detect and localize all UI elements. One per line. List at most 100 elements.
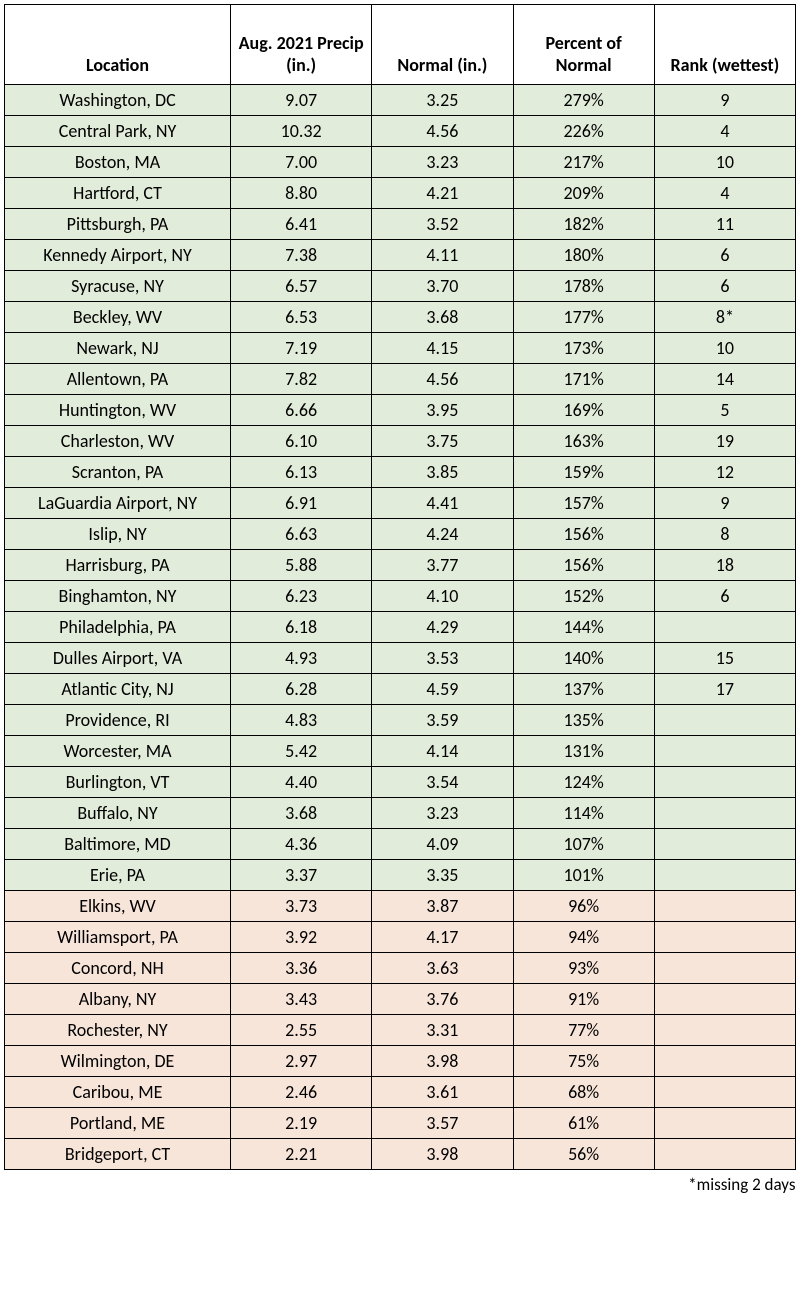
- cell-normal: 3.25: [372, 85, 513, 116]
- table-row: Providence, RI4.833.59135%: [5, 705, 796, 736]
- cell-normal: 4.09: [372, 829, 513, 860]
- table-row: Allentown, PA7.824.56171%14: [5, 364, 796, 395]
- table-row: Dulles Airport, VA4.933.53140%15: [5, 643, 796, 674]
- cell-pct: 135%: [513, 705, 654, 736]
- cell-rank: 19: [654, 426, 795, 457]
- cell-pct: 75%: [513, 1046, 654, 1077]
- cell-rank: [654, 767, 795, 798]
- cell-rank: [654, 705, 795, 736]
- cell-precip: 2.19: [231, 1108, 372, 1139]
- cell-location: Worcester, MA: [5, 736, 231, 767]
- cell-rank: [654, 1077, 795, 1108]
- table-row: Erie, PA3.373.35101%: [5, 860, 796, 891]
- cell-rank: [654, 984, 795, 1015]
- table-row: Bridgeport, CT2.213.9856%: [5, 1139, 796, 1170]
- table-row: Scranton, PA6.133.85159%12: [5, 457, 796, 488]
- cell-rank: [654, 612, 795, 643]
- cell-normal: 3.68: [372, 302, 513, 333]
- col-header-1: Aug. 2021 Precip (in.): [231, 5, 372, 85]
- cell-rank: [654, 860, 795, 891]
- cell-normal: 4.56: [372, 364, 513, 395]
- cell-precip: 6.53: [231, 302, 372, 333]
- cell-pct: 157%: [513, 488, 654, 519]
- cell-normal: 4.17: [372, 922, 513, 953]
- cell-rank: 6: [654, 240, 795, 271]
- cell-pct: 171%: [513, 364, 654, 395]
- cell-normal: 3.75: [372, 426, 513, 457]
- cell-rank: 12: [654, 457, 795, 488]
- cell-location: Atlantic City, NJ: [5, 674, 231, 705]
- cell-rank: [654, 891, 795, 922]
- table-row: Huntington, WV6.663.95169%5: [5, 395, 796, 426]
- cell-normal: 4.11: [372, 240, 513, 271]
- cell-normal: 3.23: [372, 147, 513, 178]
- cell-precip: 2.21: [231, 1139, 372, 1170]
- cell-location: Harrisburg, PA: [5, 550, 231, 581]
- footnote-empty: [372, 1170, 513, 1200]
- cell-pct: 93%: [513, 953, 654, 984]
- cell-normal: 4.59: [372, 674, 513, 705]
- cell-normal: 3.63: [372, 953, 513, 984]
- cell-pct: 77%: [513, 1015, 654, 1046]
- cell-location: Allentown, PA: [5, 364, 231, 395]
- cell-pct: 131%: [513, 736, 654, 767]
- cell-precip: 3.43: [231, 984, 372, 1015]
- cell-normal: 3.53: [372, 643, 513, 674]
- cell-rank: [654, 736, 795, 767]
- cell-normal: 3.23: [372, 798, 513, 829]
- cell-rank: [654, 1139, 795, 1170]
- cell-location: Wilmington, DE: [5, 1046, 231, 1077]
- cell-rank: 8: [654, 519, 795, 550]
- cell-rank: 10: [654, 147, 795, 178]
- footnote-empty: [513, 1170, 654, 1200]
- cell-normal: 3.52: [372, 209, 513, 240]
- cell-precip: 3.68: [231, 798, 372, 829]
- cell-precip: 4.36: [231, 829, 372, 860]
- cell-pct: 140%: [513, 643, 654, 674]
- cell-normal: 3.70: [372, 271, 513, 302]
- cell-pct: 68%: [513, 1077, 654, 1108]
- table-row: Atlantic City, NJ6.284.59137%17: [5, 674, 796, 705]
- cell-precip: 6.10: [231, 426, 372, 457]
- cell-location: Beckley, WV: [5, 302, 231, 333]
- cell-pct: 163%: [513, 426, 654, 457]
- table-row: Hartford, CT8.804.21209%4: [5, 178, 796, 209]
- cell-rank: [654, 1108, 795, 1139]
- footnote-empty: [5, 1170, 231, 1200]
- cell-rank: 6: [654, 581, 795, 612]
- cell-precip: 2.97: [231, 1046, 372, 1077]
- cell-normal: 4.24: [372, 519, 513, 550]
- cell-pct: 226%: [513, 116, 654, 147]
- cell-location: Scranton, PA: [5, 457, 231, 488]
- cell-precip: 8.80: [231, 178, 372, 209]
- cell-pct: 209%: [513, 178, 654, 209]
- cell-rank: [654, 1046, 795, 1077]
- cell-location: Erie, PA: [5, 860, 231, 891]
- header-row: LocationAug. 2021 Precip (in.)Normal (in…: [5, 5, 796, 85]
- cell-rank: [654, 922, 795, 953]
- cell-precip: 10.32: [231, 116, 372, 147]
- cell-normal: 3.87: [372, 891, 513, 922]
- table-row: Washington, DC9.073.25279%9: [5, 85, 796, 116]
- cell-normal: 4.21: [372, 178, 513, 209]
- cell-rank: 15: [654, 643, 795, 674]
- cell-normal: 3.95: [372, 395, 513, 426]
- cell-precip: 3.73: [231, 891, 372, 922]
- table-row: LaGuardia Airport, NY6.914.41157%9: [5, 488, 796, 519]
- cell-precip: 7.19: [231, 333, 372, 364]
- cell-location: Newark, NJ: [5, 333, 231, 364]
- cell-location: Williamsport, PA: [5, 922, 231, 953]
- cell-precip: 3.36: [231, 953, 372, 984]
- cell-pct: 156%: [513, 519, 654, 550]
- cell-pct: 156%: [513, 550, 654, 581]
- cell-precip: 5.88: [231, 550, 372, 581]
- cell-rank: [654, 829, 795, 860]
- footnote-empty: [231, 1170, 372, 1200]
- cell-pct: 177%: [513, 302, 654, 333]
- table-row: Concord, NH3.363.6393%: [5, 953, 796, 984]
- cell-rank: 10: [654, 333, 795, 364]
- cell-location: Portland, ME: [5, 1108, 231, 1139]
- cell-location: Bridgeport, CT: [5, 1139, 231, 1170]
- cell-location: Washington, DC: [5, 85, 231, 116]
- cell-precip: 5.42: [231, 736, 372, 767]
